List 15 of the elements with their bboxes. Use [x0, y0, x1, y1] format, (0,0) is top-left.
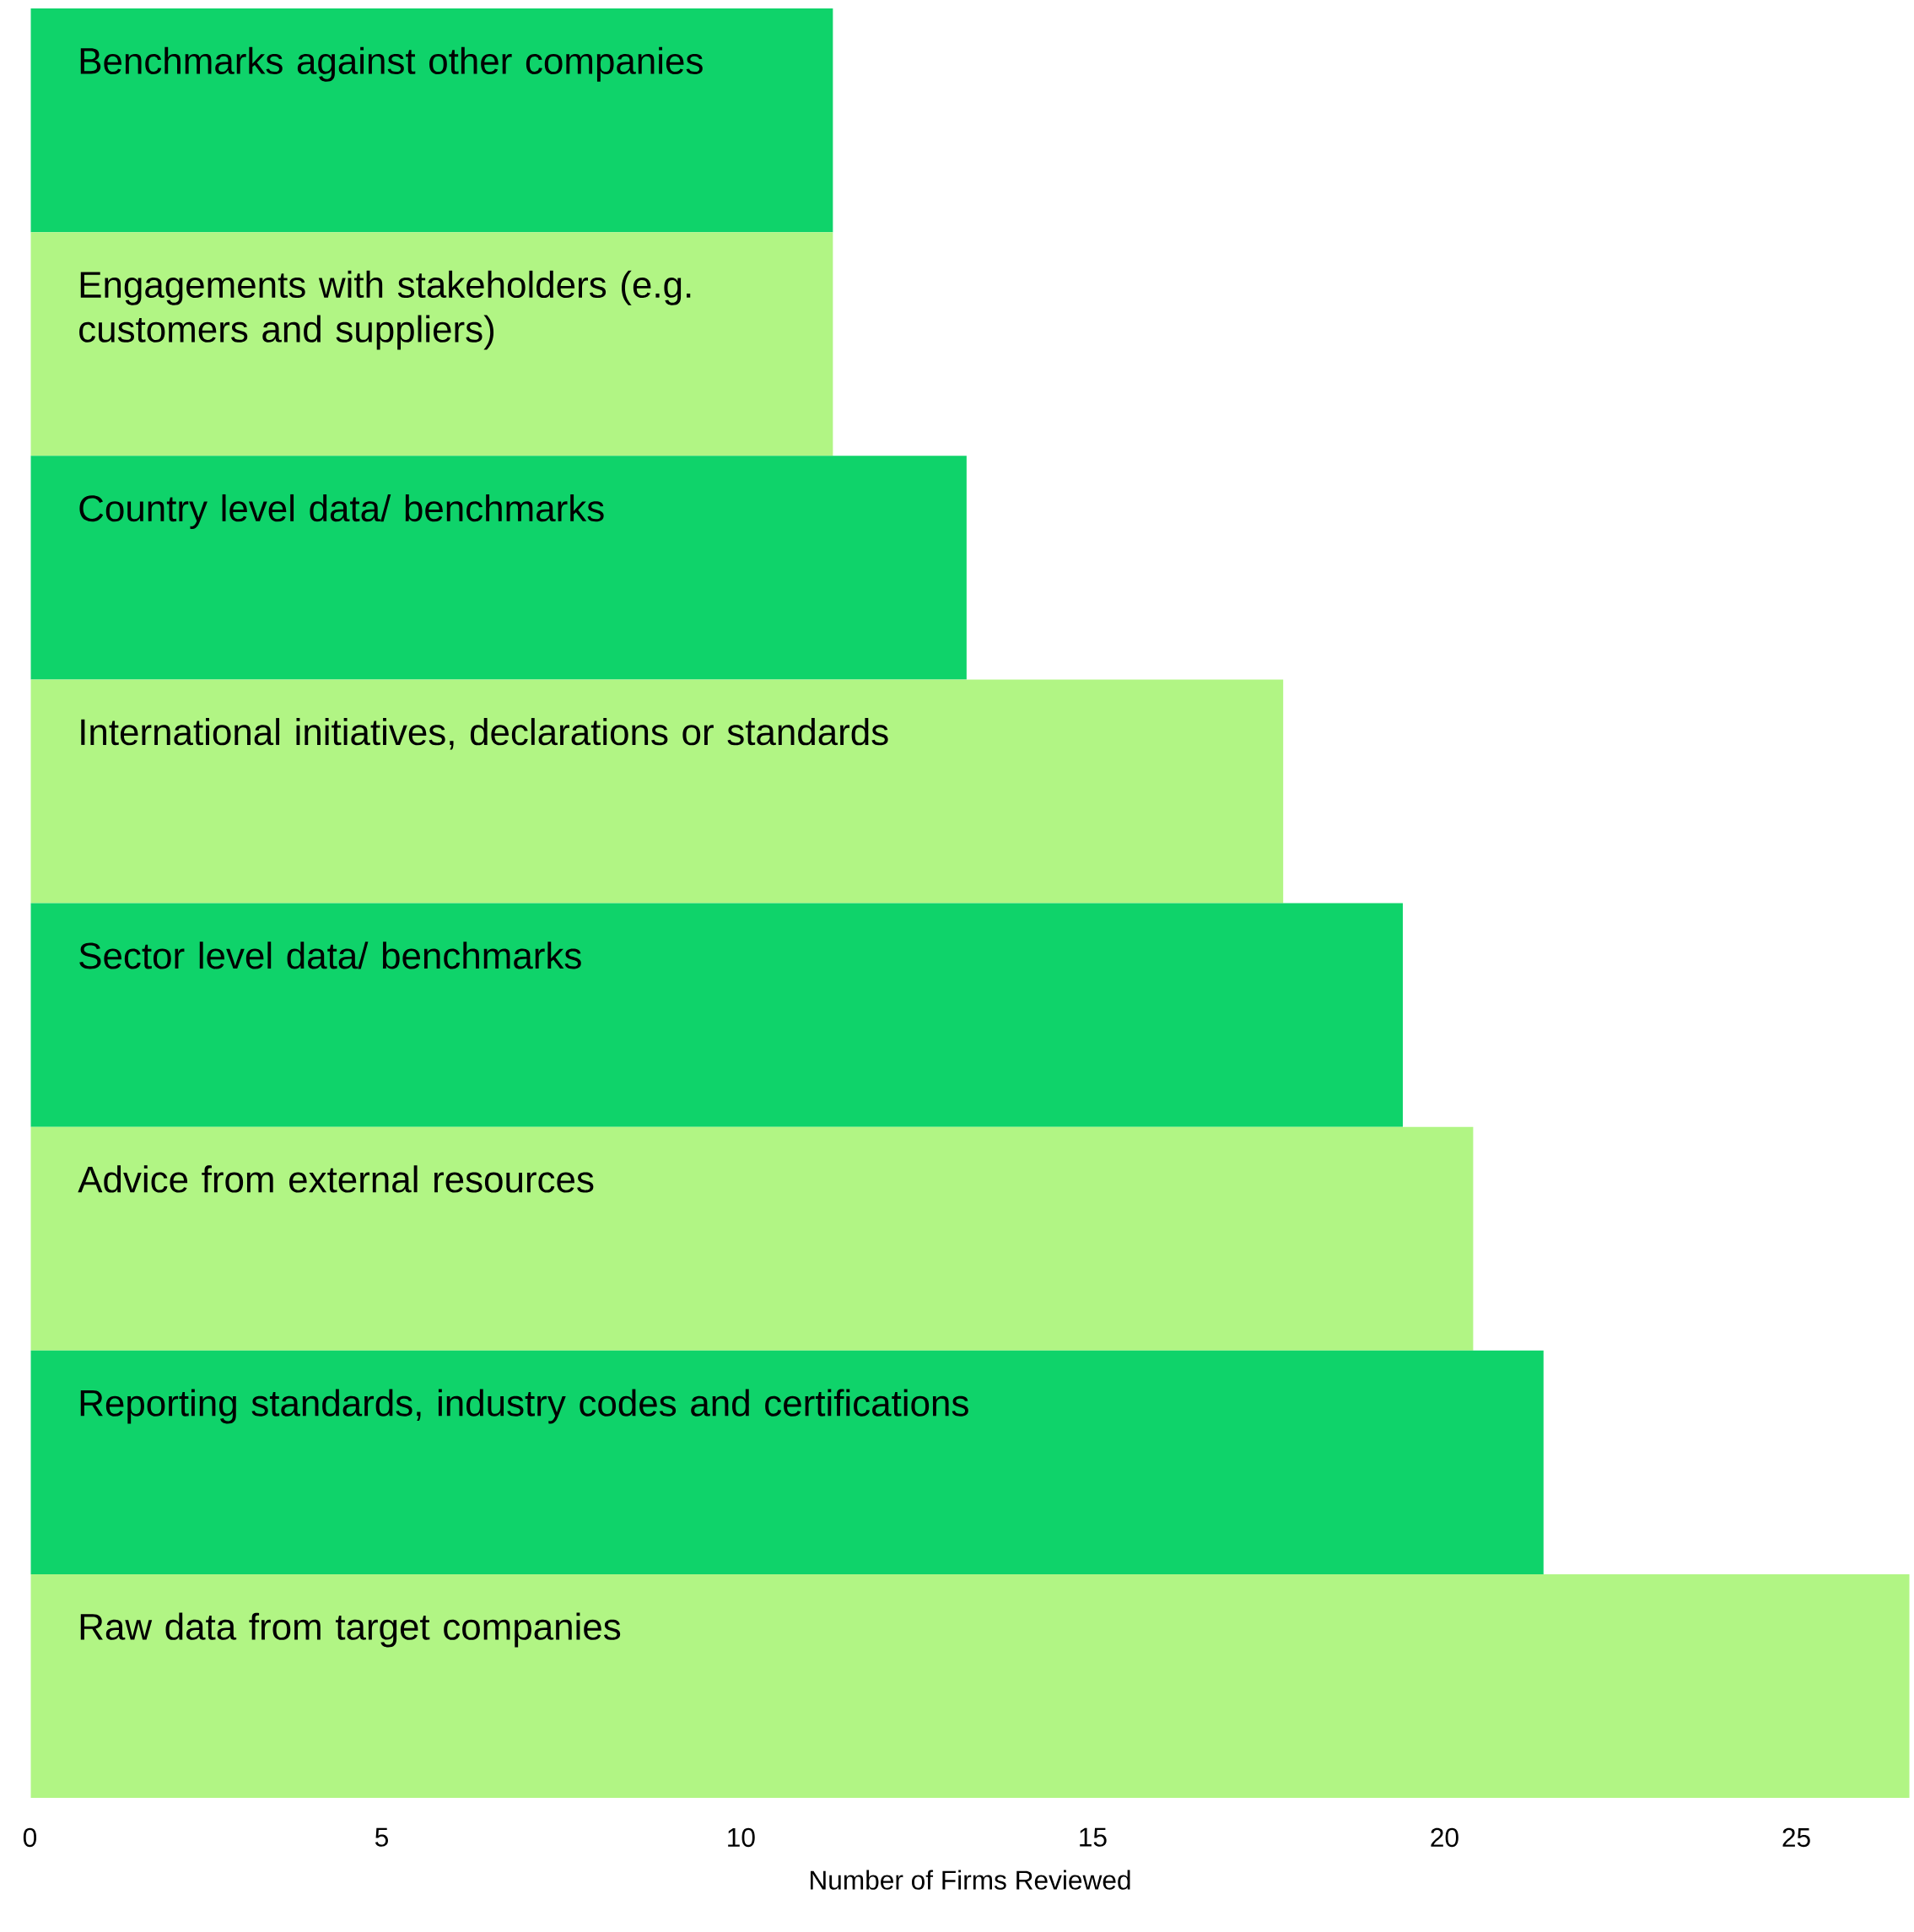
y-tick-label: Reporting standards, industry codes and certifications — [80, 1389, 968, 1424]
x-axis-title: Number of Firms Reviewed — [811, 1870, 1130, 1890]
y-tick-label: Country level data/ benchmarks — [79, 494, 604, 529]
y-tick-label: International initiatives, declarations or standards — [81, 718, 888, 750]
x-tick-label: 25 — [1782, 1827, 1810, 1848]
x-tick-label: 0 — [23, 1827, 37, 1848]
x-tick-label: 20 — [1431, 1827, 1458, 1848]
y-tick-label: Raw data from target companies — [80, 1612, 621, 1648]
x-tick-label: 10 — [728, 1827, 755, 1848]
y-tick-label: Advice from external resources — [78, 1165, 594, 1193]
x-tick-label: 5 — [375, 1827, 388, 1847]
x-tick-label: 15 — [1080, 1827, 1107, 1847]
y-tick-label: Sector level data/ benchmarks — [79, 942, 581, 969]
y-tick-label: Benchmarks against other companies — [80, 46, 703, 82]
y-tick-label: Engagements with stakeholders (e.g. customers and suppliers) — [79, 270, 691, 350]
